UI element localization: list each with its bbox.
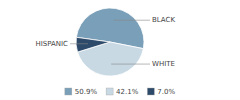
- slice: [76, 37, 110, 52]
- legend-swatch: [65, 88, 72, 95]
- legend-item: 50.9%: [65, 88, 98, 96]
- legend-label: 7.0%: [157, 88, 175, 96]
- slice-label: BLACK: [152, 16, 175, 24]
- leader-line: [111, 64, 150, 65]
- slices: [76, 8, 144, 76]
- legend-item: 42.1%: [106, 88, 139, 96]
- legend: 50.9% 42.1% 7.0%: [65, 88, 176, 96]
- legend-label: 50.9%: [75, 88, 98, 96]
- legend-swatch: [106, 88, 113, 95]
- slice-label: HISPANIC: [35, 40, 68, 48]
- leader-line: [70, 43, 88, 44]
- legend-item: 7.0%: [147, 88, 175, 96]
- chart: BLACK WHITE HISPANIC 50.9% 42.1% 7.0%: [0, 0, 240, 100]
- leader-line: [114, 20, 150, 21]
- legend-swatch: [147, 88, 154, 95]
- slice-labels: BLACK WHITE HISPANIC: [35, 16, 175, 68]
- slice-label: WHITE: [152, 60, 175, 68]
- legend-label: 42.1%: [116, 88, 139, 96]
